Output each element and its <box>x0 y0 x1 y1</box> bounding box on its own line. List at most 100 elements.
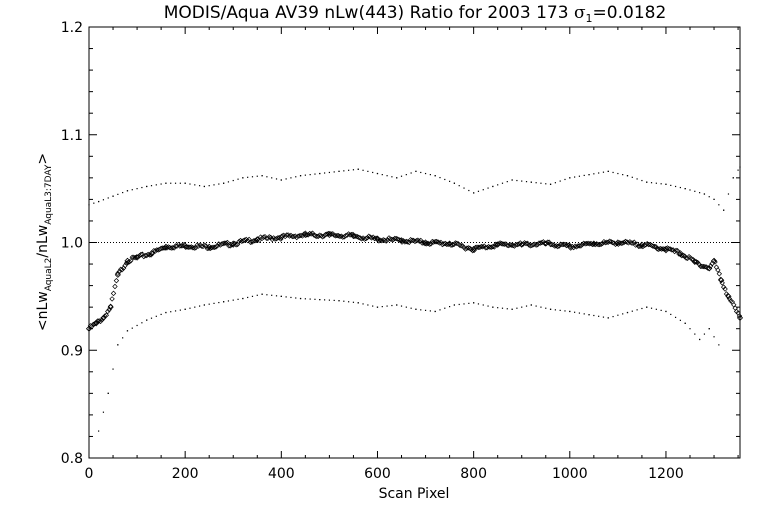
data-marker <box>141 322 143 324</box>
data-marker <box>208 185 210 187</box>
data-marker <box>680 252 686 259</box>
data-marker <box>136 324 138 327</box>
data-marker <box>598 241 604 248</box>
data-marker <box>208 303 210 305</box>
data-marker <box>150 185 153 187</box>
data-marker <box>319 172 321 175</box>
data-marker <box>407 237 414 243</box>
y-tick-label: 1.0 <box>61 236 83 252</box>
data-marker <box>671 248 678 255</box>
data-marker <box>726 295 733 302</box>
data-marker <box>290 177 292 179</box>
data-marker <box>227 243 234 249</box>
data-marker <box>184 182 186 184</box>
data-marker <box>454 240 460 247</box>
data-marker <box>473 302 475 304</box>
data-marker <box>93 202 95 204</box>
data-marker <box>353 233 359 239</box>
data-marker <box>641 179 643 182</box>
data-marker <box>105 308 111 315</box>
tick-layer: 0 200 400 600 800 1000 1200 0.8 0.9 1.0 1.1 1.2 <box>61 20 740 482</box>
data-marker <box>265 235 271 242</box>
data-marker <box>650 182 653 184</box>
data-marker <box>670 184 672 186</box>
data-marker <box>712 259 718 265</box>
data-marker <box>393 235 399 242</box>
data-marker <box>223 240 229 246</box>
data-marker <box>612 315 614 318</box>
data-marker <box>98 200 100 203</box>
data-marker <box>469 247 476 254</box>
data-marker <box>523 240 529 247</box>
data-marker <box>475 244 482 251</box>
data-marker <box>304 298 306 300</box>
data-marker <box>256 175 258 177</box>
data-marker <box>251 295 254 297</box>
data-marker <box>612 171 614 174</box>
data-marker <box>390 236 397 243</box>
data-marker <box>247 176 249 178</box>
data-marker <box>602 316 605 318</box>
data-marker <box>480 244 486 250</box>
data-marker <box>666 246 672 252</box>
data-marker <box>614 240 620 247</box>
data-marker <box>295 233 301 239</box>
data-marker <box>647 241 653 248</box>
data-marker <box>708 196 710 198</box>
data-marker <box>369 235 375 241</box>
data-marker <box>92 320 98 327</box>
data-marker <box>644 241 650 247</box>
data-marker <box>174 310 177 312</box>
data-marker <box>588 314 590 316</box>
data-marker <box>636 178 638 180</box>
data-marker <box>309 298 311 300</box>
data-marker <box>100 315 107 321</box>
data-marker <box>391 304 393 307</box>
data-marker <box>146 319 148 321</box>
data-marker <box>593 314 595 317</box>
data-marker <box>348 231 355 238</box>
data-marker <box>250 238 257 244</box>
data-marker <box>713 198 715 200</box>
data-marker <box>448 306 451 308</box>
data-marker <box>607 170 609 172</box>
data-marker <box>722 286 728 292</box>
data-marker <box>367 304 369 306</box>
data-marker <box>530 304 532 306</box>
data-marker <box>705 265 711 271</box>
data-marker <box>275 178 278 180</box>
data-marker <box>221 240 228 246</box>
data-marker <box>403 238 410 245</box>
data-marker <box>136 188 138 190</box>
data-marker <box>110 290 117 297</box>
data-marker <box>501 182 504 184</box>
data-marker <box>622 313 624 315</box>
data-marker <box>148 252 154 258</box>
data-marker <box>102 199 105 201</box>
data-marker <box>684 188 686 190</box>
data-marker <box>299 175 302 177</box>
data-marker <box>693 259 699 265</box>
data-marker <box>477 303 480 305</box>
data-marker <box>429 174 431 176</box>
data-marker <box>445 241 451 248</box>
data-marker <box>405 239 411 245</box>
data-marker <box>559 309 561 311</box>
data-marker <box>354 234 360 240</box>
data-marker <box>694 190 696 192</box>
data-marker <box>660 183 662 185</box>
data-marker <box>564 178 566 181</box>
data-marker <box>247 296 249 299</box>
data-marker <box>109 296 115 302</box>
data-marker <box>155 184 157 186</box>
data-marker <box>617 172 619 175</box>
data-marker <box>540 306 542 308</box>
data-marker <box>554 309 556 311</box>
data-marker <box>458 243 464 249</box>
data-marker <box>364 235 371 241</box>
data-marker <box>521 306 523 308</box>
data-marker <box>664 245 671 251</box>
data-marker <box>718 276 724 283</box>
data-marker <box>170 311 172 313</box>
